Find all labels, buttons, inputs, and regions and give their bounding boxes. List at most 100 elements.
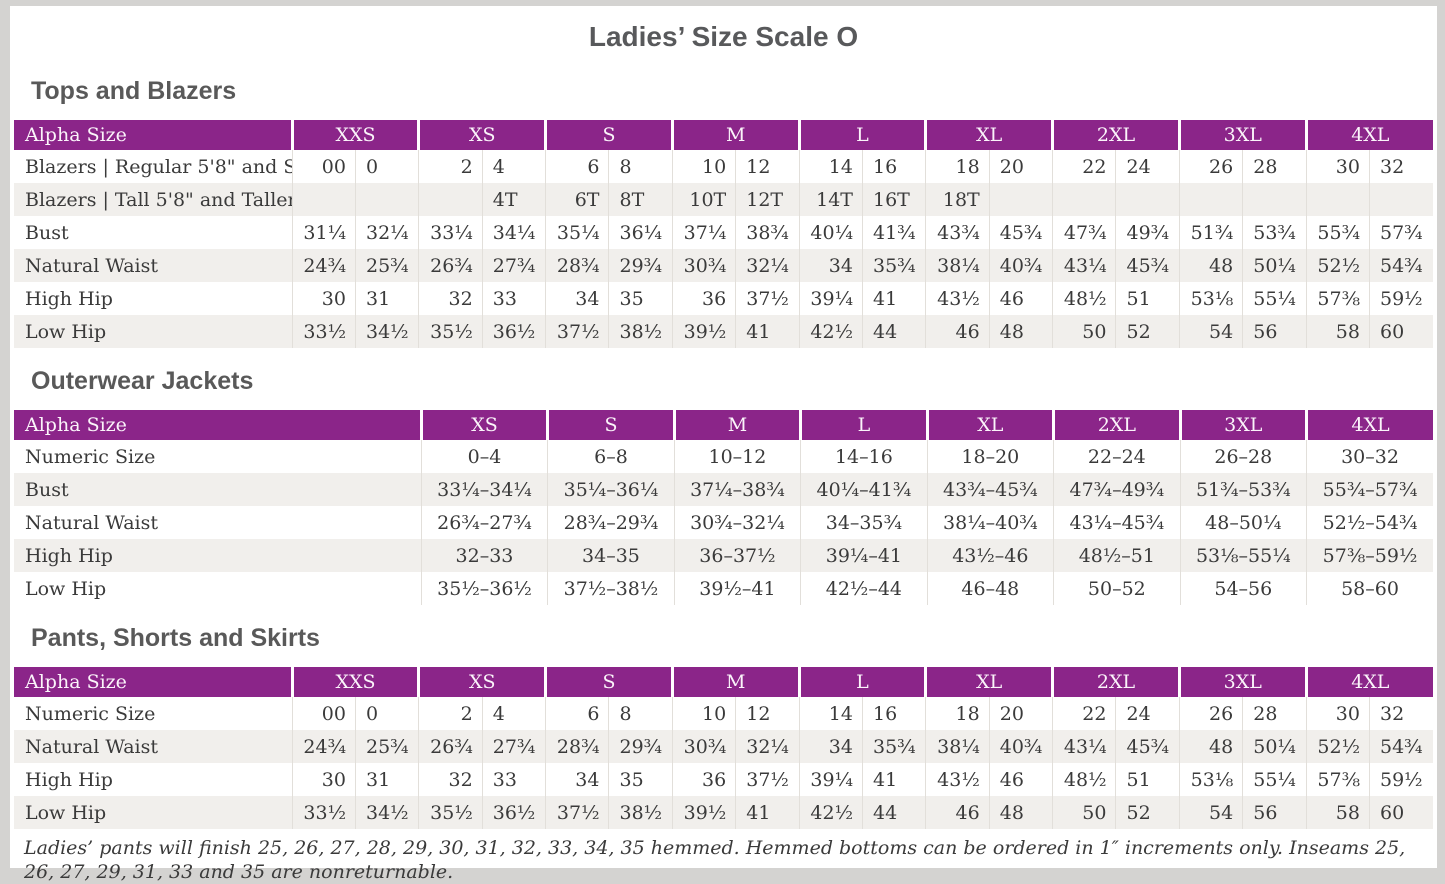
size-cell: 35 bbox=[608, 282, 673, 315]
table-wrap: Alpha Size XXS XS S M L XL 2XL 3XL 4XL Blazers | R… bbox=[14, 120, 1433, 348]
column-header-xl: XL bbox=[925, 410, 1054, 440]
size-cell: 53⅛ bbox=[1178, 282, 1243, 315]
size-cell: 48½–51 bbox=[1053, 539, 1181, 572]
section-heading-outerwear-jackets: Outerwear Jackets bbox=[31, 367, 254, 395]
size-cell: 26¾–27¾ bbox=[420, 506, 548, 539]
size-cell: 20 bbox=[988, 150, 1053, 183]
size-cell: 39¼–41 bbox=[800, 539, 928, 572]
size-cell: 60 bbox=[1368, 796, 1433, 829]
table-row: Natural Waist 24¾ 25¾ 26¾ 27¾ 28¾ 29¾ 30¾ 32¼ 34 3… bbox=[14, 730, 1433, 763]
size-cell: 46 bbox=[988, 763, 1053, 796]
size-cell: 52½–54¾ bbox=[1306, 506, 1433, 539]
size-cell: 4 bbox=[481, 697, 546, 730]
size-cell: 33¼–34¼ bbox=[420, 473, 548, 506]
size-cell: 54¾ bbox=[1368, 249, 1433, 282]
size-cell bbox=[1368, 183, 1433, 216]
row-label: High Hip bbox=[25, 768, 113, 791]
table-wrap: Alpha Size XS S M L XL 2XL 3XL 4XL Numeric Size 0–… bbox=[14, 410, 1433, 605]
size-cell: 35½ bbox=[418, 796, 483, 829]
column-header-s: S bbox=[544, 667, 673, 697]
size-cell: 16T bbox=[861, 183, 926, 216]
size-cell: 32–33 bbox=[420, 539, 548, 572]
size-cell bbox=[354, 183, 419, 216]
size-cell: 54 bbox=[1178, 796, 1243, 829]
row-label: Blazers | Regular 5'8" and Shorter bbox=[25, 155, 293, 178]
size-cell: 2 bbox=[418, 697, 483, 730]
size-cell: 49¾ bbox=[1115, 216, 1180, 249]
size-cell: 41 bbox=[861, 282, 926, 315]
size-cell: 38½ bbox=[608, 796, 673, 829]
size-cell: 58–60 bbox=[1306, 572, 1433, 605]
size-cell: 55¾–57¾ bbox=[1306, 473, 1433, 506]
size-cell: 59½ bbox=[1368, 763, 1433, 796]
size-cell: 33½ bbox=[291, 315, 356, 348]
size-cell: 48–50¼ bbox=[1179, 506, 1307, 539]
size-cell: 14–16 bbox=[800, 440, 928, 473]
size-cell: 52½ bbox=[1305, 730, 1370, 763]
size-cell: 8T bbox=[608, 183, 673, 216]
size-cell: 56 bbox=[1242, 796, 1307, 829]
size-cell: 43¼–45¾ bbox=[1053, 506, 1181, 539]
size-cell: 40¾ bbox=[988, 730, 1053, 763]
size-cell: 39½–41 bbox=[673, 572, 801, 605]
column-header-xl: XL bbox=[924, 120, 1053, 150]
size-cell: 43¼ bbox=[1052, 730, 1116, 763]
table-row: High Hip 32–33 34–35 36–37½ 39¼–41 43½–46 48½–… bbox=[14, 539, 1433, 572]
size-table-pants-shorts-skirts: Alpha Size XXS XS S M L XL 2XL 3XL 4XL Numeric Siz… bbox=[14, 667, 1433, 829]
size-cell: 51¾–53¾ bbox=[1179, 473, 1307, 506]
size-cell: 54 bbox=[1178, 315, 1243, 348]
row-label: Bust bbox=[25, 221, 69, 244]
size-cell: 36½ bbox=[481, 796, 546, 829]
size-cell: 56 bbox=[1242, 315, 1307, 348]
size-cell: 10 bbox=[671, 697, 736, 730]
row-label: Low Hip bbox=[25, 320, 107, 343]
size-cell: 22 bbox=[1052, 697, 1116, 730]
size-cell: 14 bbox=[798, 150, 863, 183]
size-cell: 22–24 bbox=[1053, 440, 1181, 473]
size-cell: 32¼ bbox=[735, 730, 800, 763]
column-header-3xl: 3XL bbox=[1177, 120, 1307, 150]
size-cell: 00 bbox=[291, 697, 356, 730]
size-cell: 37½–38½ bbox=[547, 572, 675, 605]
row-label: Natural Waist bbox=[25, 254, 159, 277]
section-heading-pants-shorts-skirts: Pants, Shorts and Skirts bbox=[31, 624, 320, 652]
size-cell bbox=[1178, 183, 1243, 216]
size-cell: 57⅜ bbox=[1305, 763, 1370, 796]
size-cell: 20 bbox=[988, 697, 1053, 730]
column-header-m: M bbox=[670, 667, 800, 697]
size-cell bbox=[291, 183, 356, 216]
size-cell: 44 bbox=[861, 796, 926, 829]
table-wrap: Alpha Size XXS XS S M L XL 2XL 3XL 4XL Numeric Siz… bbox=[14, 667, 1433, 829]
row-label: High Hip bbox=[25, 287, 113, 310]
column-header-m: M bbox=[672, 410, 801, 440]
table-row: Low Hip 35½–36½ 37½–38½ 39½–41 42½–44 46–48 50… bbox=[14, 572, 1433, 605]
column-header-alpha-size: Alpha Size bbox=[14, 120, 293, 150]
size-cell: 34 bbox=[545, 282, 609, 315]
size-cell: 35¼–36¼ bbox=[547, 473, 675, 506]
size-cell: 32¼ bbox=[735, 249, 800, 282]
row-label: Numeric Size bbox=[25, 445, 156, 468]
size-cell: 26¾ bbox=[418, 249, 483, 282]
size-cell: 55¾ bbox=[1305, 216, 1370, 249]
size-cell: 16 bbox=[861, 150, 926, 183]
size-cell: 25¾ bbox=[354, 730, 419, 763]
table-row: Natural Waist 24¾ 25¾ 26¾ 27¾ 28¾ 29¾ 30¾ 32¼ 34 3… bbox=[14, 249, 1433, 282]
size-cell: 38¼ bbox=[925, 730, 990, 763]
size-cell: 18T bbox=[925, 183, 990, 216]
size-cell: 36–37½ bbox=[673, 539, 801, 572]
size-cell bbox=[1242, 183, 1307, 216]
size-cell: 14 bbox=[798, 697, 863, 730]
column-header-xl: XL bbox=[924, 667, 1053, 697]
size-cell: 28 bbox=[1242, 150, 1307, 183]
size-cell: 29¾ bbox=[608, 730, 673, 763]
size-cell: 16 bbox=[861, 697, 926, 730]
size-cell: 6 bbox=[545, 150, 609, 183]
size-cell: 26 bbox=[1178, 150, 1243, 183]
size-cell: 35½ bbox=[418, 315, 483, 348]
size-cell: 0 bbox=[354, 697, 419, 730]
size-cell bbox=[1305, 183, 1370, 216]
size-cell: 0 bbox=[354, 150, 419, 183]
size-cell: 32¼ bbox=[354, 216, 419, 249]
column-header-s: S bbox=[546, 410, 675, 440]
size-cell: 30¾ bbox=[671, 730, 736, 763]
